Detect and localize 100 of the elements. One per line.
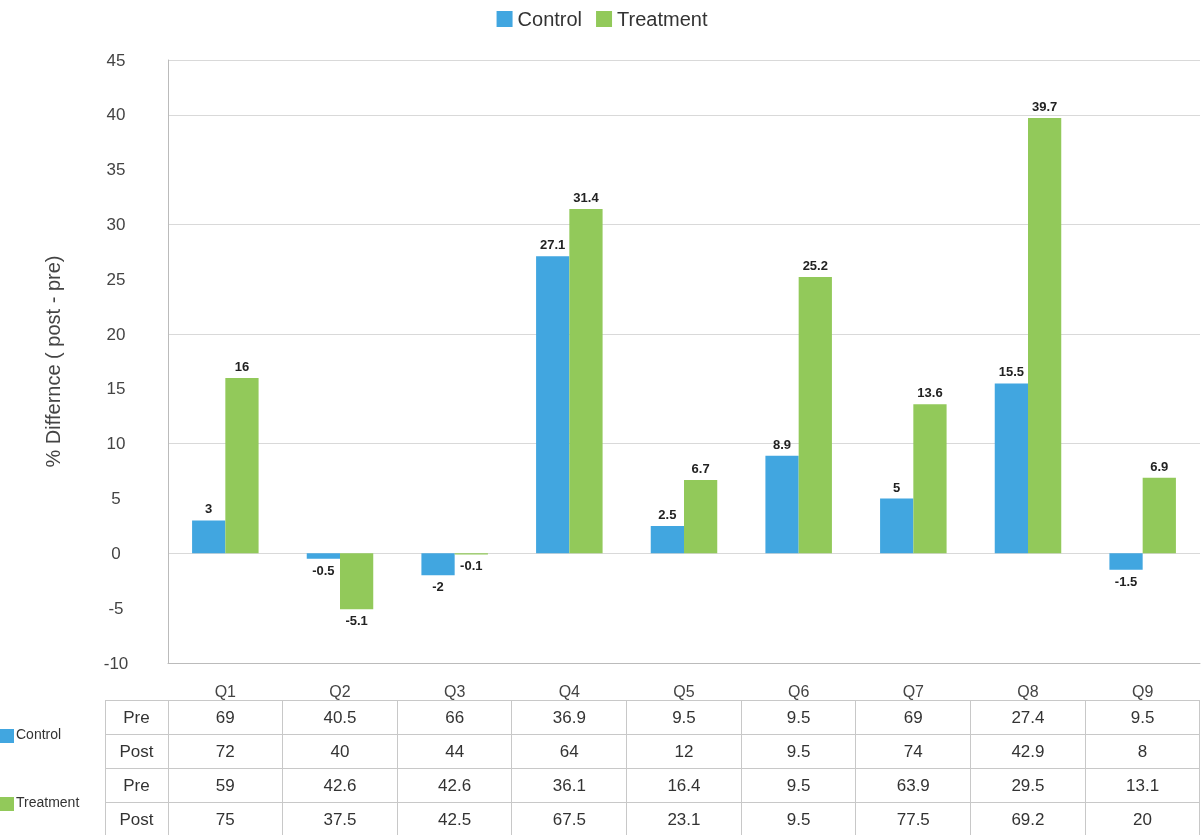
x-tick-label: Q6 [787, 682, 810, 700]
text: 36.9 [552, 707, 586, 727]
text: 9.5 [786, 809, 811, 829]
text: 66 [445, 707, 465, 727]
x-tick-label: Q5 [673, 682, 695, 700]
y-tick-label: 35 [106, 160, 126, 180]
y-tick-label: -5 [108, 598, 124, 618]
text: 69.2 [1011, 809, 1045, 829]
x-tick-label: Q9 [1131, 682, 1154, 700]
y-tick-label: 0 [111, 543, 121, 563]
text: 75 [215, 809, 235, 829]
text: 9.5 [786, 741, 811, 761]
text: 36.1 [552, 775, 586, 795]
bar [684, 479, 718, 554]
legend-label: Control [517, 8, 583, 30]
text: 40 [330, 741, 350, 761]
legend-label: Treatment [617, 8, 708, 30]
text: 20 [1133, 809, 1153, 829]
data-label: 39.7 [1031, 99, 1058, 115]
data-label: 6.7 [691, 460, 710, 476]
y-tick-label: 45 [106, 50, 126, 70]
text: 63.9 [896, 775, 930, 795]
x-tick-label: Q1 [214, 682, 237, 700]
x-tick-label: Q4 [558, 682, 581, 700]
data-label: 13.6 [917, 385, 943, 401]
data-label: 25.2 [802, 258, 828, 274]
text: 42.5 [438, 809, 472, 829]
bar [798, 277, 832, 554]
text: 59 [215, 775, 235, 795]
category-label: Pre [123, 775, 150, 795]
bar [994, 383, 1028, 554]
text: 37.5 [323, 809, 357, 829]
text: 9.5 [786, 707, 811, 727]
text: 42.9 [1011, 741, 1045, 761]
bar [192, 520, 226, 554]
text: 29.5 [1011, 775, 1045, 795]
bar [536, 256, 570, 554]
y-tick-label: 40 [106, 105, 126, 125]
y-tick-label: 15 [106, 379, 126, 399]
data-label: 31.4 [573, 190, 600, 206]
data-label: -5.1 [345, 613, 368, 629]
text: 12 [674, 741, 694, 761]
bar [340, 553, 374, 610]
data-label: 3 [205, 501, 213, 517]
text: 42.6 [323, 775, 357, 795]
data-label: -0.1 [460, 558, 483, 574]
text: 77.5 [896, 809, 930, 829]
data-label: -1.5 [1114, 573, 1138, 589]
x-tick-label: Q3 [443, 682, 466, 700]
y-tick-label: 30 [106, 214, 126, 234]
bar [1142, 477, 1176, 554]
data-label: 16 [234, 358, 250, 374]
text: 13.1 [1126, 775, 1160, 795]
data-label: 2.5 [658, 506, 677, 522]
bar [225, 377, 259, 554]
data-label: 15.5 [998, 364, 1025, 380]
text: 8 [1137, 741, 1148, 761]
bar [1028, 118, 1062, 554]
text: 9.5 [1130, 707, 1155, 727]
y-tick-label: 25 [106, 269, 126, 289]
text: 9.5 [672, 707, 696, 727]
y-tick-label: 5 [111, 489, 121, 509]
bar [1109, 553, 1143, 570]
text: Treatment [16, 794, 80, 811]
text: 69 [903, 707, 923, 727]
text: Control [16, 726, 62, 743]
data-label: 5 [893, 479, 901, 495]
x-tick-label: Q2 [329, 682, 351, 700]
data-label: -0.5 [312, 562, 335, 578]
bar [306, 553, 340, 559]
text: 74 [903, 741, 923, 761]
category-label: Post [119, 809, 154, 829]
data-label: 8.9 [773, 436, 792, 452]
y-tick-label: -10 [103, 653, 129, 673]
text: 72 [215, 741, 235, 761]
text: 27.4 [1011, 707, 1045, 727]
x-tick-label: Q7 [902, 682, 925, 700]
text: 23.1 [667, 809, 701, 829]
text: 9.5 [786, 775, 811, 795]
y-axis-title: % Differnce ( post - pre) [42, 255, 64, 468]
category-label: Post [119, 741, 154, 761]
text: 16.4 [667, 775, 701, 795]
bar [650, 525, 684, 554]
bar [880, 498, 914, 554]
y-tick-label: 20 [106, 324, 126, 344]
text: 67.5 [552, 809, 586, 829]
bar [421, 553, 455, 576]
data-label: -2 [432, 579, 444, 595]
text: 42.6 [438, 775, 472, 795]
data-label: 27.1 [540, 237, 566, 253]
bar [913, 404, 947, 554]
text: 40.5 [323, 707, 357, 727]
text: 69 [215, 707, 235, 727]
x-tick-label: Q8 [1017, 682, 1039, 700]
bar [765, 455, 799, 554]
data-label: 6.9 [1150, 458, 1169, 474]
category-label: Pre [123, 707, 150, 727]
bar [569, 209, 603, 554]
y-tick-label: 10 [106, 434, 126, 454]
text: 64 [559, 741, 579, 761]
